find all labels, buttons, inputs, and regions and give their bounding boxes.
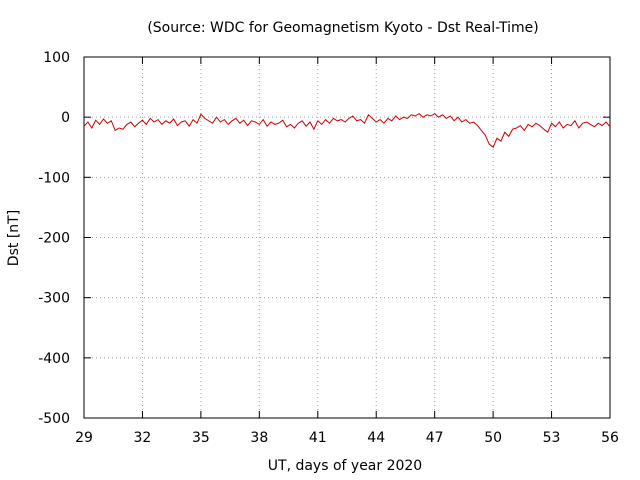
x-tick-labels: 29 32 35 38 41 44 47 50 53 56 <box>75 430 619 446</box>
x-tick-label: 44 <box>367 430 385 446</box>
x-tick-label: 47 <box>426 430 444 446</box>
y-tick-label: -500 <box>38 411 70 427</box>
chart-title: (Source: WDC for Geomagnetism Kyoto - Ds… <box>147 20 538 36</box>
x-tick-label: 35 <box>192 430 210 446</box>
y-tick-label: 100 <box>43 50 70 66</box>
dst-series-line <box>83 112 611 149</box>
x-tick-label: 56 <box>601 430 619 446</box>
y-tick-label: 0 <box>61 110 70 126</box>
y-tick-label: -100 <box>38 170 70 186</box>
y-tick-label: -200 <box>38 231 70 247</box>
axis-ticks <box>83 56 611 419</box>
x-tick-label: 29 <box>75 430 93 446</box>
y-tick-labels: -500 -400 -300 -200 -100 0 100 <box>38 50 70 427</box>
y-tick-label: -400 <box>38 351 70 367</box>
grid-lines <box>84 57 610 418</box>
x-tick-label: 41 <box>309 430 327 446</box>
y-axis-label: Dst [nT] <box>6 210 22 266</box>
x-axis-label: UT, days of year 2020 <box>268 458 422 474</box>
x-tick-label: 38 <box>250 430 268 446</box>
x-tick-label: 50 <box>484 430 502 446</box>
y-tick-label: -300 <box>38 291 70 307</box>
plot-frame <box>83 56 611 419</box>
x-tick-label: 32 <box>134 430 152 446</box>
x-tick-label: 53 <box>543 430 561 446</box>
